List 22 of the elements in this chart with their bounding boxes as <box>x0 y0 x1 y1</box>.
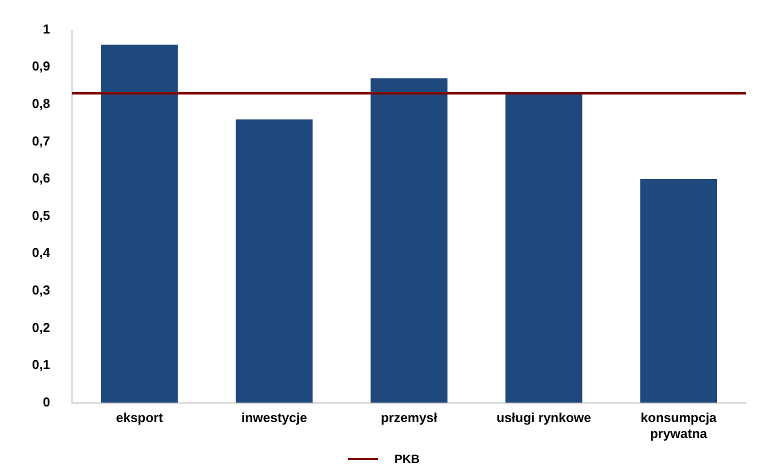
x-tick-label: przemysł <box>380 410 438 426</box>
bar <box>505 93 582 403</box>
y-tick-label: 0 <box>42 394 50 410</box>
y-tick-label: 0,2 <box>32 320 50 335</box>
x-tick-label: eksport <box>116 410 164 426</box>
bar <box>101 44 178 403</box>
x-tick-label: konsumpcja prywatna <box>640 410 718 441</box>
legend-label: PKB <box>394 452 420 466</box>
y-tick-label: 0,1 <box>32 357 50 372</box>
y-tick-label: 1 <box>42 21 50 36</box>
bar <box>370 78 448 403</box>
bar <box>236 119 313 403</box>
y-tick-label: 0,5 <box>32 208 50 223</box>
bar <box>640 179 718 403</box>
y-tick-label: 0,8 <box>32 96 50 111</box>
x-tick-label: inwestycje <box>241 410 308 426</box>
y-tick-label: 0,6 <box>32 170 50 186</box>
y-tick-label: 0,3 <box>32 282 50 298</box>
y-tick-label: 0,4 <box>32 245 51 260</box>
y-tick-label: 0,7 <box>32 133 50 148</box>
y-tick-label: 0,9 <box>32 58 50 74</box>
x-tick-label: usługi rynkowe <box>496 410 592 426</box>
